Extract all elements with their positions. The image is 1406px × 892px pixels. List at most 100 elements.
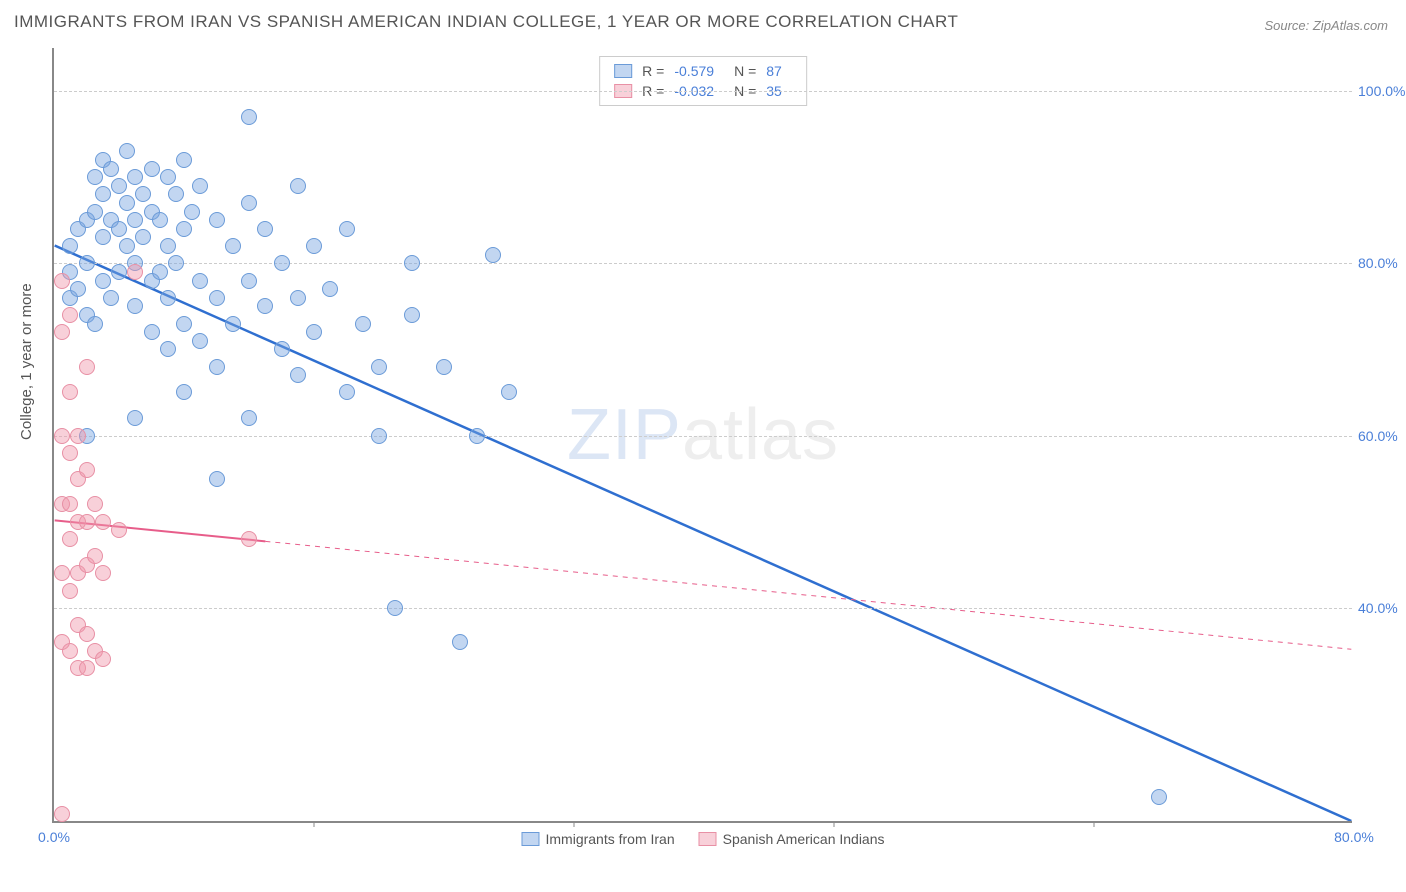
scatter-point [119, 143, 135, 159]
trend-lines-svg [54, 48, 1352, 821]
scatter-point [79, 660, 95, 676]
scatter-point [79, 462, 95, 478]
scatter-point [135, 229, 151, 245]
scatter-point [241, 531, 257, 547]
y-tick-label: 100.0% [1358, 83, 1402, 99]
scatter-point [111, 264, 127, 280]
scatter-point [95, 514, 111, 530]
scatter-point [274, 255, 290, 271]
scatter-point [1151, 789, 1167, 805]
x-tick-minor [1094, 821, 1095, 827]
x-tick-minor [574, 821, 575, 827]
scatter-point [257, 221, 273, 237]
scatter-point [290, 290, 306, 306]
scatter-point [152, 212, 168, 228]
scatter-point [160, 169, 176, 185]
stats-row-1: R = -0.579 N = 87 [614, 61, 792, 81]
scatter-point [241, 195, 257, 211]
scatter-point [371, 359, 387, 375]
scatter-point [225, 316, 241, 332]
scatter-point [469, 428, 485, 444]
scatter-point [371, 428, 387, 444]
scatter-point [290, 178, 306, 194]
x-tick-minor [834, 821, 835, 827]
scatter-point [87, 548, 103, 564]
scatter-point [111, 221, 127, 237]
legend-item-1: Immigrants from Iran [521, 831, 674, 847]
gridline-h [54, 608, 1352, 609]
scatter-point [119, 238, 135, 254]
scatter-point [322, 281, 338, 297]
scatter-point [62, 238, 78, 254]
scatter-point [355, 316, 371, 332]
scatter-point [404, 255, 420, 271]
scatter-point [103, 290, 119, 306]
scatter-point [62, 583, 78, 599]
scatter-point [436, 359, 452, 375]
stats-box: R = -0.579 N = 87 R = -0.032 N = 35 [599, 56, 807, 106]
scatter-point [79, 514, 95, 530]
scatter-point [209, 359, 225, 375]
scatter-point [209, 212, 225, 228]
legend-label-1: Immigrants from Iran [545, 831, 674, 847]
scatter-point [306, 324, 322, 340]
scatter-point [176, 384, 192, 400]
scatter-point [62, 307, 78, 323]
scatter-point [127, 169, 143, 185]
scatter-point [241, 273, 257, 289]
scatter-point [127, 212, 143, 228]
scatter-point [404, 307, 420, 323]
scatter-point [95, 186, 111, 202]
swatch-series1 [614, 64, 632, 78]
scatter-point [160, 290, 176, 306]
y-tick-label: 40.0% [1358, 600, 1402, 616]
scatter-point [452, 634, 468, 650]
scatter-point [144, 161, 160, 177]
scatter-point [95, 273, 111, 289]
scatter-point [79, 359, 95, 375]
scatter-point [209, 471, 225, 487]
scatter-point [176, 152, 192, 168]
scatter-point [119, 195, 135, 211]
stat-r-value-1: -0.579 [674, 63, 714, 79]
scatter-point [127, 264, 143, 280]
y-axis-label: College, 1 year or more [18, 283, 35, 440]
scatter-point [144, 324, 160, 340]
stat-r-label: R = [642, 63, 664, 79]
scatter-point [274, 341, 290, 357]
scatter-point [87, 169, 103, 185]
scatter-point [54, 806, 70, 822]
scatter-point [54, 565, 70, 581]
scatter-point [160, 341, 176, 357]
scatter-point [339, 384, 355, 400]
scatter-point [87, 204, 103, 220]
legend-swatch-1 [521, 832, 539, 846]
stat-n-label: N = [734, 63, 756, 79]
gridline-h [54, 263, 1352, 264]
scatter-point [87, 316, 103, 332]
scatter-point [168, 186, 184, 202]
gridline-h [54, 436, 1352, 437]
scatter-point [95, 229, 111, 245]
scatter-point [501, 384, 517, 400]
scatter-point [62, 384, 78, 400]
x-tick-minor [314, 821, 315, 827]
scatter-point [95, 565, 111, 581]
scatter-point [62, 496, 78, 512]
watermark-atlas: atlas [682, 395, 839, 475]
scatter-point [176, 221, 192, 237]
scatter-point [87, 496, 103, 512]
scatter-point [192, 178, 208, 194]
scatter-point [95, 651, 111, 667]
scatter-point [127, 410, 143, 426]
scatter-point [257, 298, 273, 314]
watermark-zip: ZIP [567, 395, 682, 475]
scatter-point [192, 333, 208, 349]
scatter-point [62, 643, 78, 659]
scatter-point [54, 324, 70, 340]
scatter-point [339, 221, 355, 237]
legend-swatch-2 [699, 832, 717, 846]
gridline-h [54, 91, 1352, 92]
scatter-point [70, 428, 86, 444]
x-tick-label: 80.0% [1334, 829, 1374, 845]
